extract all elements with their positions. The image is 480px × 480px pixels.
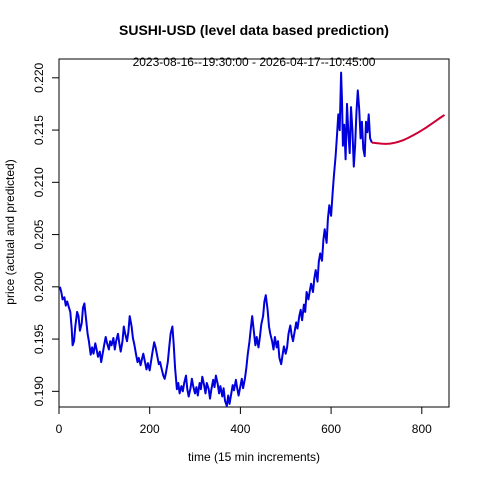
series-line-predicted — [371, 114, 446, 145]
x-tick-label: 600 — [321, 422, 341, 436]
chart-subtitle: 2023-08-16--19:30:00 - 2026-04-17--10:45… — [133, 55, 376, 69]
y-tick-label: 0.220 — [32, 62, 46, 92]
plot-frame — [58, 58, 450, 408]
y-tick-label: 0.195 — [32, 324, 46, 354]
y-tick-label: 0.215 — [32, 115, 46, 145]
y-tick-label: 0.210 — [32, 167, 46, 197]
x-axis: 0 200 400 600 800 — [56, 406, 432, 436]
chart-title: SUSHI-USD (level data based prediction) — [119, 22, 389, 38]
x-tick-label: 200 — [140, 422, 160, 436]
y-tick-label: 0.200 — [32, 271, 46, 301]
y-axis-label: price (actual and predicted) — [3, 159, 17, 304]
y-tick-label: 0.190 — [32, 376, 46, 406]
x-tick-label: 400 — [230, 422, 250, 436]
x-tick-label: 800 — [412, 422, 432, 436]
x-tick-label: 0 — [56, 422, 63, 436]
y-tick-label: 0.205 — [32, 219, 46, 249]
x-axis-label: time (15 min increments) — [188, 450, 320, 464]
series-layer — [58, 71, 446, 407]
y-axis: 0.190 0.195 0.200 0.205 0.210 0.215 0.220 — [32, 62, 60, 406]
series-line-actual — [58, 71, 373, 407]
